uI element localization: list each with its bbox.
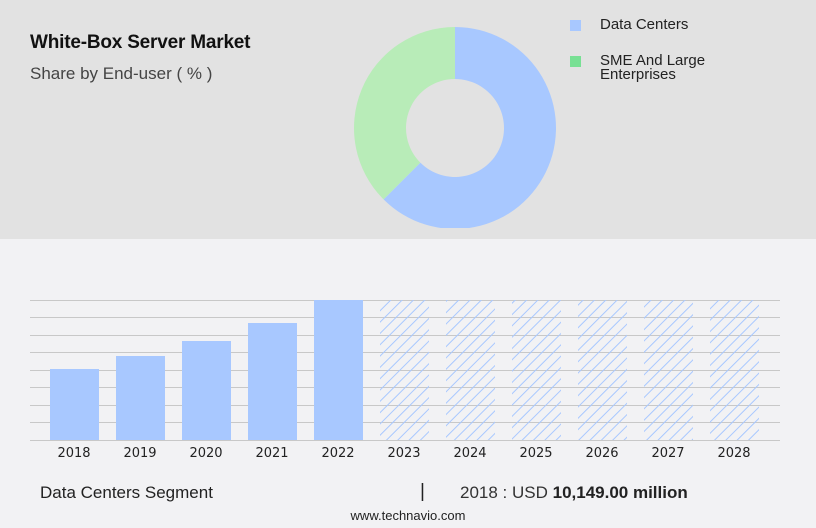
bar-2028[interactable] <box>710 300 759 440</box>
segment-value: 2018 : USD 10,149.00 million <box>460 483 688 503</box>
segment-label: Data Centers Segment <box>40 483 213 502</box>
legend-label: Data Centers <box>600 16 689 33</box>
legend: Data Centers SME And Large Enterprises <box>570 14 740 100</box>
footer-separator: | <box>420 481 425 502</box>
legend-label: SME And Large Enterprises <box>600 52 706 83</box>
x-tick-label: 2028 <box>717 446 751 461</box>
bar-2024[interactable] <box>446 300 495 440</box>
x-tick-label: 2027 <box>651 446 685 461</box>
legend-item-data-centers[interactable]: Data Centers <box>570 14 740 32</box>
bar-2025[interactable] <box>512 300 561 440</box>
legend-swatch-icon <box>570 56 581 67</box>
bar-2021[interactable] <box>248 323 297 440</box>
actual-bars <box>50 300 363 440</box>
donut-slice-sme-enterprises[interactable] <box>353 27 455 200</box>
x-tick-label: 2026 <box>585 446 619 461</box>
x-tick-label: 2025 <box>519 446 553 461</box>
bar-2027[interactable] <box>644 300 693 440</box>
chart-title: White-Box Server Market <box>30 32 251 53</box>
year-prefix: 2018 : USD <box>460 483 553 502</box>
x-tick-label: 2018 <box>57 446 91 461</box>
bar-2026[interactable] <box>578 300 627 440</box>
chart-subtitle: Share by End-user ( % ) <box>30 64 213 83</box>
legend-item-sme-enterprises[interactable]: SME And Large Enterprises <box>570 50 740 82</box>
legend-swatch-icon <box>570 20 581 31</box>
bar-2023[interactable] <box>380 300 429 440</box>
x-tick-label: 2023 <box>387 446 421 461</box>
x-tick-label: 2019 <box>123 446 157 461</box>
bar-2020[interactable] <box>182 341 231 440</box>
bar-2022[interactable] <box>314 300 363 440</box>
value-amount: 10,149.00 million <box>552 483 688 502</box>
donut-chart <box>353 27 556 229</box>
x-tick-label: 2021 <box>255 446 289 461</box>
x-tick-label: 2020 <box>189 446 223 461</box>
bar-2019[interactable] <box>116 356 165 440</box>
bar-2018[interactable] <box>50 369 99 440</box>
x-tick-label: 2024 <box>453 446 487 461</box>
website-link[interactable]: www.technavio.com <box>350 508 466 523</box>
donut-slice-data-centers[interactable] <box>383 27 556 229</box>
forecast-bars <box>380 300 759 440</box>
x-tick-label: 2022 <box>321 446 355 461</box>
